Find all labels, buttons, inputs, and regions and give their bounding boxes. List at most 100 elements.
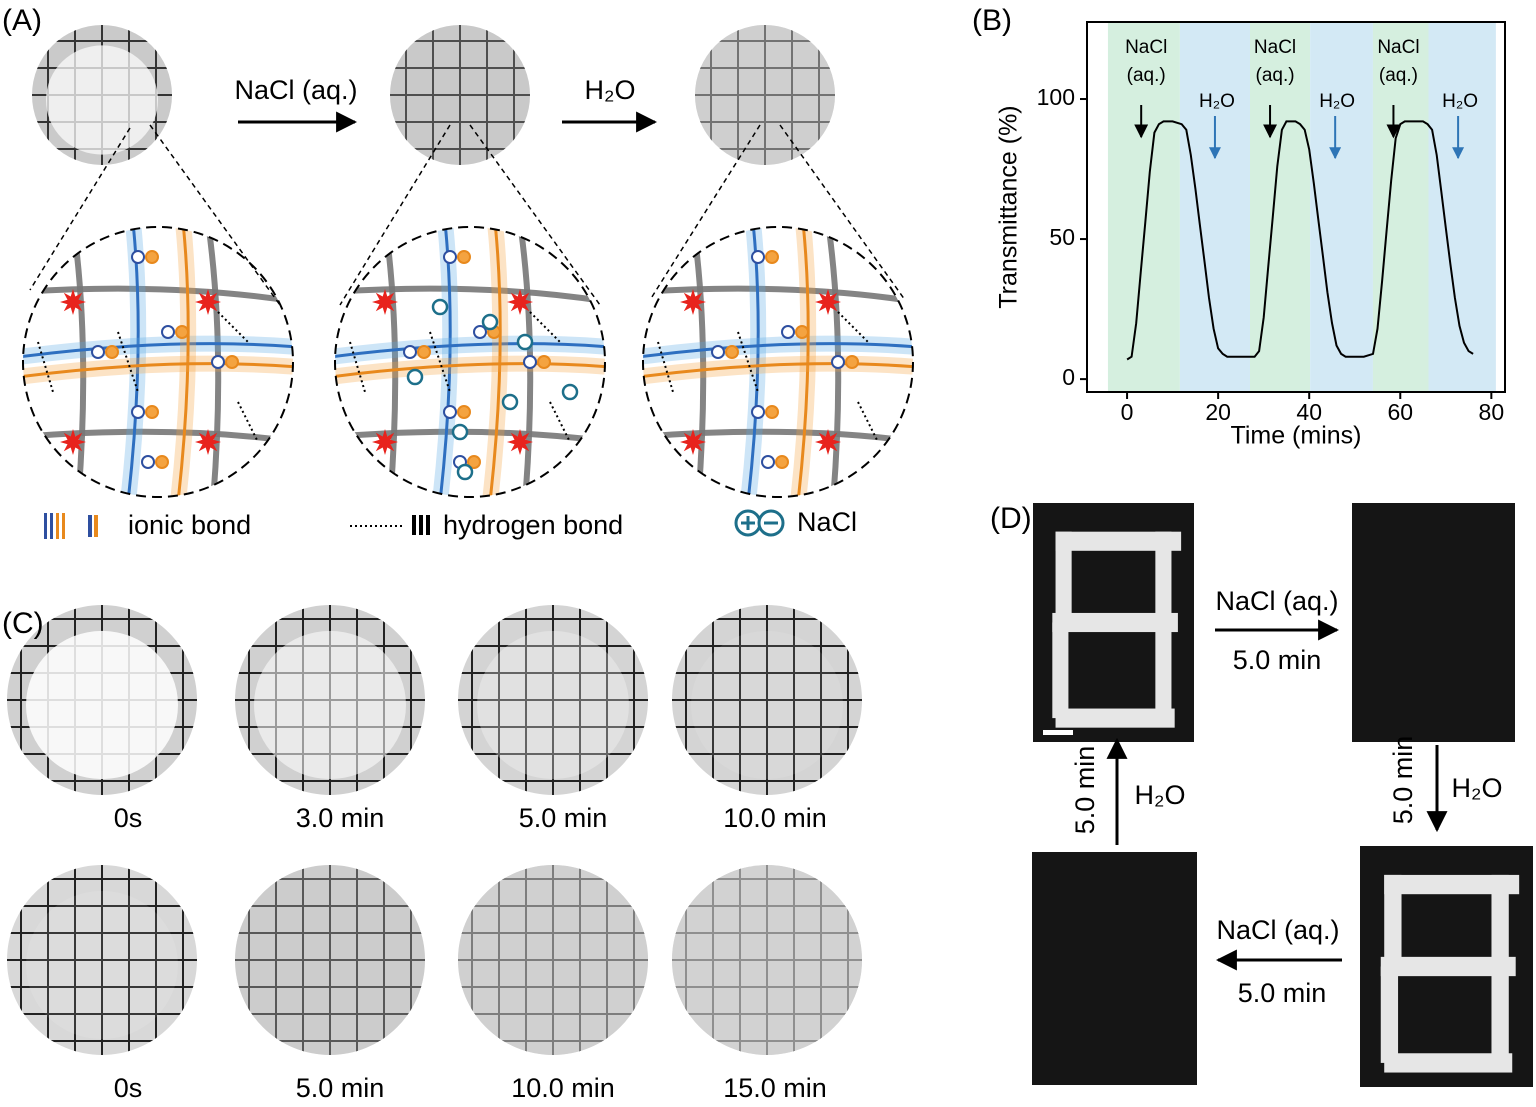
photo <box>695 25 835 165</box>
ion <box>761 455 775 469</box>
zoom-outline <box>642 226 914 498</box>
region <box>1372 22 1429 392</box>
annotation: H₂O <box>1319 91 1355 112</box>
arrow-label: NaCl (aq.) <box>1216 915 1339 945</box>
panel-label: (C) <box>2 607 44 640</box>
network <box>23 227 293 497</box>
ion <box>765 250 779 264</box>
strip <box>1384 874 1520 895</box>
h-bond <box>429 331 451 393</box>
photo <box>672 605 862 795</box>
caption: 3.0 min <box>296 803 385 833</box>
x-axis-label: Time (mins) <box>1230 422 1361 450</box>
chain <box>796 227 810 497</box>
crosslink <box>60 429 86 455</box>
x-tick-label: 20 <box>1205 399 1231 425</box>
caption: 10.0 min <box>723 803 827 833</box>
crosslink <box>507 289 533 315</box>
annotation: NaCl <box>1125 37 1167 58</box>
ion <box>711 345 725 359</box>
photo <box>1033 503 1194 742</box>
ion <box>417 345 431 359</box>
arrow-label: H₂O <box>585 75 636 105</box>
fog <box>235 865 425 1055</box>
annotation: H₂O <box>1199 91 1235 112</box>
photo <box>32 25 172 165</box>
ion <box>225 355 239 369</box>
ion <box>161 325 175 339</box>
crosslink <box>372 289 398 315</box>
zoom-outline <box>22 226 294 498</box>
chain <box>23 342 293 359</box>
legend-label: NaCl <box>797 507 857 537</box>
panel-label: (A) <box>2 4 42 37</box>
photo <box>458 865 648 1055</box>
strip <box>1055 531 1072 623</box>
zoom-line <box>339 124 451 306</box>
sample <box>254 630 406 780</box>
h-bond <box>117 331 139 393</box>
chain <box>205 227 222 497</box>
photo <box>390 25 530 165</box>
ion <box>457 250 471 264</box>
strip <box>1052 622 1069 719</box>
crosslink <box>680 429 706 455</box>
h-bond <box>657 341 674 393</box>
annotation: (aq.) <box>1127 65 1166 86</box>
chain <box>825 227 842 497</box>
strip <box>1384 1053 1513 1073</box>
ion <box>443 250 457 264</box>
chain <box>23 428 293 445</box>
salt <box>516 333 534 351</box>
panel-label: (D) <box>990 502 1032 535</box>
photo <box>1360 846 1533 1087</box>
annotation: NaCl <box>1377 37 1419 58</box>
ion <box>523 355 537 369</box>
ion <box>141 455 155 469</box>
photo <box>7 865 197 1055</box>
y-axis-label: Transmittance (%) <box>995 105 1023 308</box>
chain <box>643 362 913 379</box>
photo-bg <box>1352 503 1515 742</box>
arrow-label: NaCl (aq.) <box>1215 586 1338 616</box>
chain <box>335 362 605 379</box>
chain <box>335 428 605 445</box>
salt <box>431 298 449 316</box>
ion <box>443 405 457 419</box>
photo <box>458 605 648 795</box>
fog <box>458 865 648 1055</box>
h-bond <box>349 341 366 393</box>
crosslink <box>195 289 221 315</box>
ion <box>211 355 225 369</box>
caption: 5.0 min <box>296 1073 385 1103</box>
caption: 0s <box>114 1073 143 1103</box>
ion <box>175 325 189 339</box>
strip <box>1491 966 1509 1063</box>
strip <box>1491 874 1509 967</box>
salt <box>456 463 474 481</box>
network <box>335 227 605 497</box>
y-tick-label: 100 <box>1037 84 1075 110</box>
chain <box>335 342 605 359</box>
legend-icons <box>44 509 785 539</box>
salt <box>451 423 469 441</box>
caption: 15.0 min <box>723 1073 827 1103</box>
ion <box>537 355 551 369</box>
photo <box>1352 503 1515 742</box>
x-tick-label: 40 <box>1296 399 1322 425</box>
chain <box>488 227 502 497</box>
network <box>643 227 913 497</box>
x-tick-label: 0 <box>1121 399 1134 425</box>
ion <box>467 455 481 469</box>
strip <box>1052 612 1178 633</box>
zoom-line <box>649 124 761 301</box>
crosslink <box>680 289 706 315</box>
zoom-line <box>469 124 601 306</box>
h-bond <box>529 311 561 343</box>
line <box>1126 120 1474 361</box>
ion <box>145 405 159 419</box>
ion <box>795 325 809 339</box>
photo <box>7 605 197 795</box>
ion <box>457 405 471 419</box>
annotation: (aq.) <box>1379 65 1418 86</box>
